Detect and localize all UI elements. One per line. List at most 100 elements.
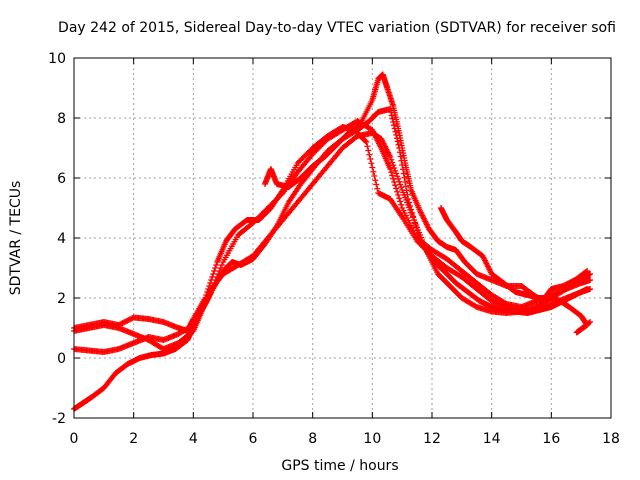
y-tick-label: 4 <box>57 231 66 247</box>
x-tick-label: 4 <box>189 431 198 447</box>
data-point-marker <box>395 176 402 182</box>
data-point-marker <box>374 185 381 192</box>
data-point-marker <box>208 277 215 283</box>
data-point-marker <box>394 188 401 195</box>
x-tick-label: 12 <box>423 431 441 447</box>
data-point-marker <box>583 268 590 275</box>
data-point-marker <box>402 183 409 190</box>
y-tick-labels: -2 0 2 4 6 8 10 <box>48 51 66 427</box>
data-point-marker <box>406 199 413 206</box>
x-tick-label: 10 <box>363 431 381 447</box>
data-point-marker <box>413 224 420 230</box>
data-point-marker <box>387 154 394 160</box>
x-tick-label: 18 <box>602 431 620 447</box>
grid <box>74 58 611 418</box>
x-tick-label: 8 <box>308 431 317 447</box>
data-point-marker <box>404 191 411 198</box>
series-track-6 <box>437 205 594 336</box>
series-track-5 <box>261 71 591 304</box>
data-point-marker <box>373 181 380 188</box>
data-point-marker <box>402 179 409 185</box>
data-point-marker <box>407 203 414 209</box>
data-point-marker <box>396 195 403 202</box>
data-point-marker <box>368 160 375 167</box>
data-point-marker <box>387 106 394 112</box>
data-point-marker <box>392 128 399 135</box>
data-point-marker <box>387 166 394 172</box>
x-axis-label: GPS time / hours <box>281 458 398 474</box>
data-point-marker <box>363 139 370 145</box>
data-point-marker <box>210 271 217 277</box>
data-point-marker <box>366 151 373 158</box>
data-point-marker <box>369 164 376 171</box>
data-point-marker <box>211 268 218 274</box>
data-point-marker <box>405 196 412 202</box>
data-point-marker <box>390 162 397 169</box>
data-point-marker <box>398 184 405 191</box>
data-point-marker <box>585 319 592 326</box>
data-point-marker <box>218 262 225 268</box>
data-point-marker <box>416 234 423 241</box>
data-point-marker <box>397 153 404 160</box>
y-tick-label: 2 <box>57 291 66 307</box>
data-point-marker <box>209 274 216 280</box>
data-point-marker <box>584 286 591 292</box>
data-point-marker <box>398 201 405 208</box>
data-point-marker <box>390 122 397 129</box>
data-point-marker <box>409 210 416 216</box>
data-point-marker <box>206 283 213 289</box>
x-tick-label: 16 <box>542 431 560 447</box>
data-point-marker <box>388 156 395 163</box>
data-point-marker <box>587 271 594 277</box>
data-point-marker <box>392 182 399 189</box>
data-point-marker <box>411 217 418 223</box>
data-point-marker <box>367 156 374 162</box>
data-point-marker <box>587 319 594 325</box>
data-point-marker <box>207 280 214 286</box>
data-point-marker <box>394 138 401 145</box>
data-point-marker <box>414 227 421 234</box>
data-point-marker <box>397 198 404 205</box>
data-point-marker <box>364 143 371 150</box>
data-point-marker <box>394 173 401 180</box>
data-point-marker <box>370 168 377 175</box>
data-point-marker <box>401 174 408 181</box>
y-tick-label: -2 <box>52 411 66 427</box>
data-points <box>71 71 594 412</box>
x-tick-label: 0 <box>70 431 79 447</box>
data-point-marker <box>362 138 369 144</box>
data-point-marker <box>410 213 417 220</box>
data-point-marker <box>408 206 415 213</box>
data-point-marker <box>395 192 402 198</box>
data-point-marker <box>396 178 403 185</box>
data-point-marker <box>371 173 378 179</box>
y-tick-label: 6 <box>57 171 66 187</box>
data-point-marker <box>412 220 419 227</box>
x-tick-labels: 0 2 4 6 8 10 12 14 16 18 <box>70 431 620 447</box>
y-tick-label: 0 <box>57 351 66 367</box>
data-point-marker <box>389 159 396 166</box>
data-point-marker <box>400 170 407 177</box>
y-tick-label: 10 <box>48 51 66 67</box>
data-point-marker <box>389 115 396 122</box>
data-point-marker <box>393 185 400 192</box>
y-tick-label: 8 <box>57 111 66 127</box>
data-point-marker <box>388 169 395 176</box>
data-point-marker <box>392 167 399 174</box>
data-point-marker <box>391 165 398 171</box>
data-point-marker <box>372 177 379 184</box>
x-tick-label: 2 <box>129 431 138 447</box>
chart-title: Day 242 of 2015, Sidereal Day-to-day VTE… <box>58 20 616 36</box>
data-point-marker <box>389 172 396 179</box>
x-tick-label: 14 <box>483 431 501 447</box>
data-point-marker <box>212 265 219 271</box>
x-tick-label: 6 <box>249 431 258 447</box>
ticks <box>73 57 612 419</box>
data-point-marker <box>584 268 591 274</box>
data-point-marker <box>365 147 372 154</box>
y-axis-label: SDTVAR / TECUs <box>8 181 24 296</box>
data-point-marker <box>213 262 220 268</box>
data-point-marker <box>587 277 594 283</box>
data-point-marker <box>415 231 422 237</box>
